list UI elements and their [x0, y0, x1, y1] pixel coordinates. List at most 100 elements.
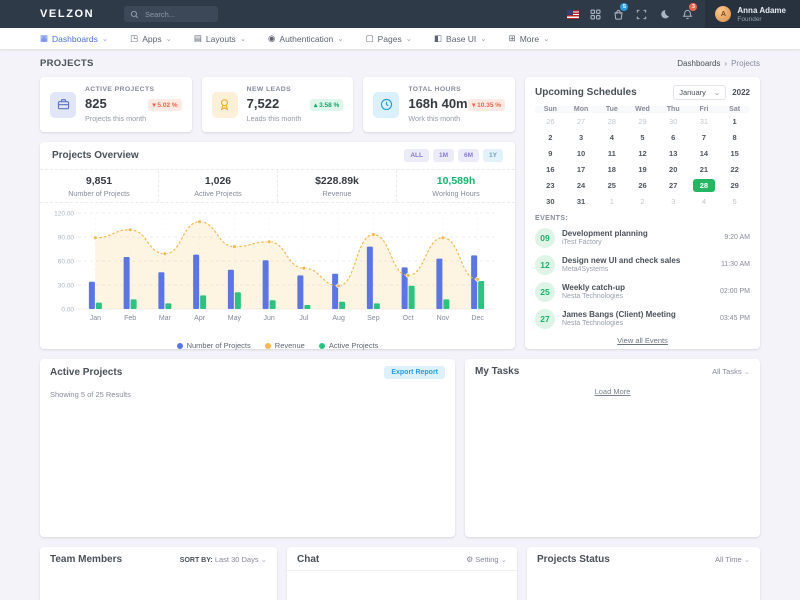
app-logo: VELZON — [40, 8, 95, 20]
overview-stat-revenue: $228.89k Revenue — [278, 170, 397, 202]
status-filter-dropdown[interactable]: All Time ⌄ — [714, 555, 750, 564]
global-search[interactable] — [124, 6, 218, 22]
nav-item-more[interactable]: ⊞ More ⌄ — [509, 33, 550, 44]
calendar-day[interactable]: 7 — [701, 132, 706, 142]
calendar-day[interactable]: 4 — [701, 196, 706, 206]
calendar-day[interactable]: 31 — [699, 116, 709, 126]
calendar-day[interactable]: 5 — [640, 132, 645, 142]
calendar-day[interactable]: 18 — [607, 164, 616, 174]
event-item[interactable]: 27 James Bangs (Client) Meeting Nesta Tech… — [535, 305, 750, 332]
calendar-day[interactable]: 12 — [638, 148, 647, 158]
calendar-day[interactable]: 11 — [607, 148, 616, 158]
legend-item-active-projects[interactable]: Active Projects — [318, 341, 378, 350]
calendar-day[interactable]: 1 — [609, 196, 614, 206]
event-title: Weekly catch-up — [562, 283, 625, 292]
calendar-day[interactable]: 2 — [548, 132, 553, 142]
export-report-button[interactable]: Export Report — [384, 366, 445, 379]
calendar-day[interactable]: 26 — [546, 116, 555, 126]
moon-icon — [661, 9, 670, 18]
overview-stat-working-hours: 10,589h Working Hours — [397, 170, 515, 202]
calendar-day[interactable]: 1 — [732, 116, 737, 126]
calendar-day[interactable]: 14 — [699, 148, 709, 158]
event-day-badge: 09 — [535, 227, 555, 248]
user-menu[interactable]: A Anna Adame Founder — [705, 0, 800, 28]
nav-item-pages[interactable]: ▢ Pages ⌄ — [366, 33, 412, 44]
search-input[interactable] — [143, 8, 213, 20]
calendar-day[interactable]: 24 — [576, 180, 586, 190]
selected-day-pill: 28 — [692, 178, 715, 192]
calendar-day[interactable]: 22 — [730, 164, 739, 174]
calendar-day[interactable]: 5 — [732, 196, 737, 206]
calendar-day[interactable]: 25 — [607, 180, 616, 190]
chevron-down-icon: ⌄ — [743, 367, 750, 376]
load-more-link[interactable]: Load More — [594, 387, 631, 396]
calendar-day[interactable]: 21 — [699, 164, 709, 174]
calendar-day[interactable]: 27 — [576, 116, 586, 126]
nav-item-authentication[interactable]: ◉ Authentication ⌄ — [268, 33, 344, 44]
range-button-6m[interactable]: 6M — [458, 149, 480, 162]
upcoming-schedules-card: Upcoming Schedules January ⌄ 2022 Sun Mon… — [525, 77, 760, 349]
stat-value: 825 — [85, 96, 107, 111]
event-item[interactable]: 25 Weekly catch-up Nesta Technologies 02:00… — [535, 278, 750, 305]
calendar-day[interactable]: 13 — [669, 148, 678, 158]
avatar: A — [715, 6, 732, 22]
calendar-day[interactable]: 10 — [576, 148, 586, 158]
event-item[interactable]: 12 Design new UI and check sales Meta4Syst… — [535, 251, 750, 278]
nav-item-layouts[interactable]: ▤ Layouts ⌄ — [194, 33, 246, 44]
range-button-all[interactable]: ALL — [404, 149, 429, 162]
calendar-day[interactable]: 30 — [546, 196, 555, 206]
calendar-day[interactable]: 26 — [638, 180, 647, 190]
event-time: 03:45 PM — [720, 315, 750, 322]
topbar-actions: 5 3 A Anna Adame Founder — [561, 0, 800, 28]
calendar-day[interactable]: 29 — [730, 180, 739, 190]
page-title: PROJECTS — [40, 58, 94, 69]
language-flag-button[interactable] — [561, 0, 584, 28]
breadcrumb-parent[interactable]: Dashboards — [677, 59, 721, 68]
legend-item-revenue[interactable]: Revenue — [264, 341, 305, 350]
calendar-day[interactable]: 2 — [640, 196, 645, 206]
month-select[interactable]: January ⌄ — [673, 85, 727, 100]
calendar-day[interactable]: 15 — [730, 148, 739, 158]
calendar-day[interactable]: 20 — [669, 164, 678, 174]
calendar-day[interactable]: 29 — [638, 116, 647, 126]
calendar-day-selected[interactable]: 28 — [689, 177, 720, 193]
range-button-1m[interactable]: 1M — [432, 149, 455, 162]
nav-item-label: Base UI — [446, 33, 477, 44]
event-organization: Meta4Systems — [562, 266, 609, 273]
calendar-day[interactable]: 28 — [607, 116, 616, 126]
calendar-day[interactable]: 3 — [578, 132, 584, 142]
stat-label: TOTAL HOURS — [408, 86, 462, 93]
weekday-label: Sat — [729, 106, 741, 113]
calendar-day[interactable]: 30 — [669, 116, 678, 126]
chat-settings-dropdown[interactable]: ⚙ Setting ⌄ — [466, 555, 507, 564]
calendar-day[interactable]: 16 — [546, 164, 555, 174]
calendar-day[interactable]: 8 — [732, 132, 737, 142]
bell-icon — [683, 9, 693, 19]
notifications-button[interactable]: 3 — [676, 0, 699, 28]
calendar-day[interactable]: 9 — [548, 148, 553, 158]
legend-item-number-of-projects[interactable]: Number of Projects — [176, 341, 251, 350]
team-sort-dropdown[interactable]: SORT BY: Last 30 Days ⌄ — [179, 555, 267, 564]
view-all-events-link[interactable]: View all Events — [617, 336, 668, 345]
calendar-day[interactable]: 6 — [671, 132, 676, 142]
tasks-filter-dropdown[interactable]: All Tasks ⌄ — [712, 367, 750, 376]
range-button-1y[interactable]: 1Y — [483, 149, 503, 162]
event-item[interactable]: 09 Development planning iTest Factory 9:20 … — [535, 224, 750, 251]
calendar-day[interactable]: 31 — [576, 196, 586, 206]
nav-item-dashboards[interactable]: ▦ Dashboards ⌄ — [40, 33, 108, 44]
calendar-day[interactable]: 19 — [638, 164, 647, 174]
cart-button[interactable]: 5 — [607, 0, 630, 28]
apps-grid-button[interactable] — [584, 0, 607, 28]
calendar-day[interactable]: 27 — [669, 180, 678, 190]
shopping-bag-icon — [614, 9, 623, 20]
calendar-day[interactable]: 17 — [576, 164, 586, 174]
fullscreen-button[interactable] — [630, 0, 653, 28]
calendar-day[interactable]: 3 — [671, 196, 676, 206]
calendar-day[interactable]: 4 — [609, 132, 614, 142]
dark-mode-button[interactable] — [653, 0, 676, 28]
event-organization: Nesta Technologies — [562, 320, 623, 327]
calendar-day[interactable]: 23 — [546, 180, 555, 190]
legend-label: Number of Projects — [186, 341, 251, 350]
nav-item-base-ui[interactable]: ◧ Base UI ⌄ — [434, 33, 487, 44]
nav-item-apps[interactable]: ◳ Apps ⌄ — [130, 33, 172, 44]
